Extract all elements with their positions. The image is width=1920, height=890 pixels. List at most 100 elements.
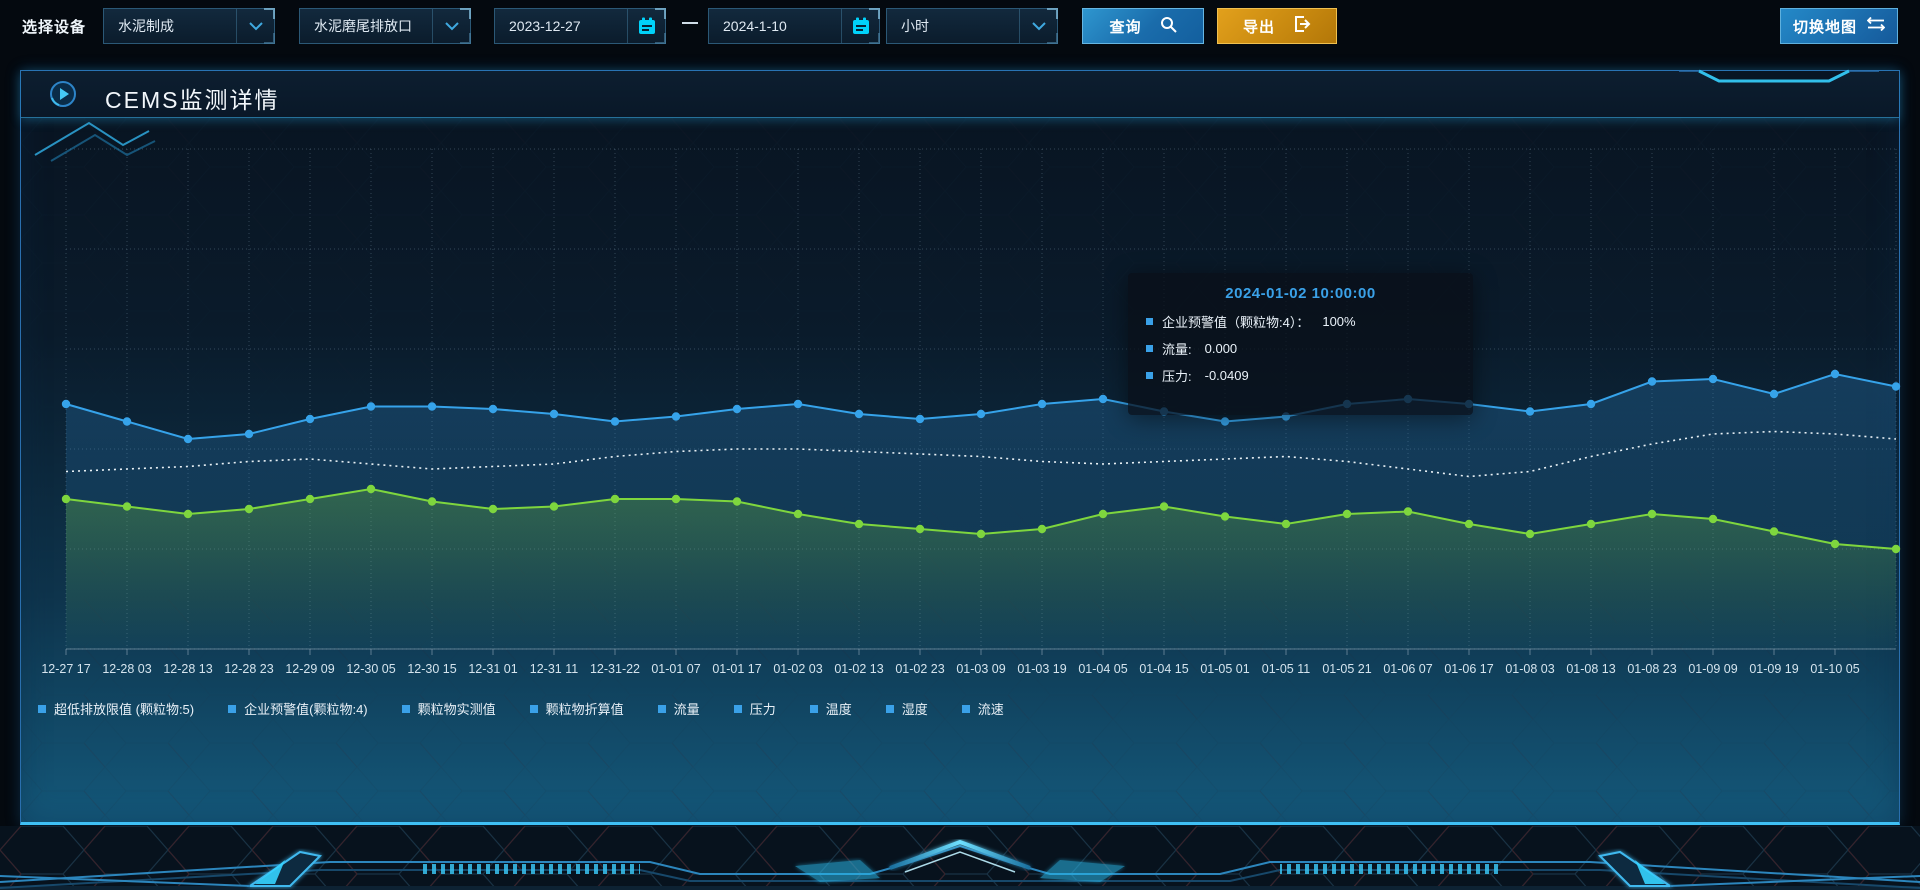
marker-blue-line	[1708, 374, 1718, 384]
x-axis-label: 01-04 05	[1078, 662, 1127, 676]
legend-item[interactable]: 压力	[733, 699, 776, 718]
cems-line-chart[interactable]: 12-27 17 12-28 03 12-28 13 12-28 23 12-29 09…	[41, 131, 1901, 691]
marker-green-line	[1708, 514, 1718, 524]
panel-header: CEMS监测详情	[21, 71, 1899, 118]
marker-blue-line	[1647, 377, 1657, 386]
end-date-input[interactable]: 2024-1-10	[708, 8, 880, 44]
tooltip-value: 0.000	[1204, 341, 1238, 356]
legend-marker-icon	[733, 704, 742, 713]
marker-green-line	[976, 529, 986, 539]
legend-item[interactable]: 颗粒物实测值	[401, 699, 496, 718]
start-date-input[interactable]: 2023-12-27	[494, 8, 666, 44]
header-chevron-decoration	[34, 121, 156, 162]
marker-green-line	[1830, 539, 1840, 549]
export-button-label: 导出	[1242, 18, 1275, 36]
x-axis-label: 01-01 17	[712, 662, 761, 676]
marker-blue-line	[976, 409, 986, 419]
interval-select-value: 小时	[901, 18, 929, 34]
legend-marker-icon	[529, 704, 538, 713]
marker-blue-line	[1586, 399, 1596, 409]
legend-marker-icon	[961, 704, 970, 713]
outlet-select[interactable]: 水泥磨尾排放口	[299, 8, 471, 44]
legend-marker-icon	[38, 704, 46, 713]
legend-marker-icon	[228, 704, 237, 713]
marker-blue-line	[305, 414, 315, 424]
marker-blue-line	[671, 412, 681, 421]
x-axis-label: 01-01 07	[651, 662, 700, 676]
chart-tooltip: 2024-01-02 10:00:00 企业预警值（颗粒物:4）： 100% 流量:…	[1128, 273, 1473, 415]
chevron-down-icon[interactable]	[236, 9, 274, 43]
x-axis-label: 01-02 13	[834, 662, 883, 676]
line-white-dashed-line	[65, 430, 1897, 478]
x-axis-label: 12-31 01	[468, 662, 517, 676]
query-button[interactable]: 查询	[1082, 8, 1204, 44]
legend-item[interactable]: 温度	[809, 699, 852, 718]
export-icon	[1293, 15, 1311, 37]
x-axis-label: 01-08 03	[1505, 662, 1554, 676]
marker-green-line	[1769, 527, 1779, 536]
legend-label: 颗粒物折算值	[545, 702, 624, 717]
legend-marker-icon	[809, 704, 818, 713]
calendar-icon[interactable]	[627, 9, 665, 43]
legend-item[interactable]: 企业预警值(颗粒物:4)	[228, 699, 368, 718]
calendar-icon[interactable]	[841, 9, 879, 43]
marker-blue-line	[732, 404, 742, 414]
x-axis-label: 01-09 19	[1749, 662, 1798, 676]
marker-green-line	[305, 494, 315, 504]
x-axis-label: 01-04 15	[1139, 662, 1188, 676]
device-select[interactable]: 水泥制成	[103, 8, 275, 44]
legend-label: 压力	[749, 702, 776, 717]
interval-select[interactable]: 小时	[886, 8, 1058, 44]
cems-detail-panel: CEMS监测详情 12-27 17 12-28 03 12-28 13 12-28 2…	[20, 69, 1901, 825]
legend-item[interactable]: 流速	[961, 699, 1004, 718]
marker-green-line	[610, 494, 620, 504]
legend-label: 超低排放限值 (颗粒物:5)	[54, 702, 195, 717]
marker-green-line	[183, 509, 193, 519]
marker-blue-line	[1769, 389, 1779, 399]
marker-green-line	[1159, 502, 1169, 511]
series-marker	[1146, 318, 1153, 325]
marker-green-line	[427, 497, 437, 506]
marker-blue-line	[1830, 369, 1840, 379]
outlet-select-value: 水泥磨尾排放口	[314, 18, 412, 34]
marker-green-line	[915, 524, 925, 534]
legend-label: 温度	[825, 702, 852, 717]
marker-green-line	[1220, 512, 1230, 521]
x-axis-label: 01-05 11	[1262, 662, 1310, 676]
legend-marker-icon	[657, 704, 666, 713]
x-axis-label: 12-31-22	[590, 662, 640, 676]
legend-label: 流速	[977, 702, 1004, 717]
date-range-separator	[682, 22, 698, 24]
marker-blue-line	[244, 429, 254, 439]
marker-green-line	[732, 497, 742, 506]
marker-green-line	[1098, 509, 1108, 519]
chevron-down-icon[interactable]	[1019, 9, 1057, 43]
x-axis-label: 12-29 09	[285, 662, 334, 676]
legend-item[interactable]: 颗粒物折算值	[529, 699, 624, 718]
marker-green-line	[61, 494, 71, 504]
export-button[interactable]: 导出	[1217, 8, 1337, 44]
legend-item[interactable]: 流量	[657, 699, 700, 718]
marker-blue-line	[610, 417, 620, 426]
panel-title: CEMS监测详情	[105, 87, 280, 113]
chart-legend: 超低排放限值 (颗粒物:5) 企业预警值(颗粒物:4) 颗粒物实测值 颗粒物折算值 流量…	[38, 699, 1004, 718]
marker-blue-line	[183, 434, 193, 444]
marker-blue-line	[915, 414, 925, 424]
marker-blue-line	[488, 404, 498, 414]
x-axis-label: 01-03 09	[956, 662, 1005, 676]
marker-green-line	[793, 509, 803, 519]
legend-item[interactable]: 湿度	[885, 699, 928, 718]
panel-corner-notch	[1679, 69, 1879, 83]
marker-green-line	[366, 484, 376, 494]
marker-green-line	[244, 504, 254, 514]
x-axis-label: 01-05 01	[1200, 662, 1249, 676]
chevron-down-icon[interactable]	[432, 9, 470, 43]
series-marker	[1146, 372, 1153, 379]
switch-map-button[interactable]: 切换地图	[1780, 8, 1898, 44]
legend-item[interactable]: 超低排放限值 (颗粒物:5)	[38, 699, 194, 718]
marker-blue-line	[1891, 382, 1901, 391]
tooltip-value: 100%	[1322, 314, 1356, 329]
marker-blue-line	[366, 402, 376, 411]
legend-label: 企业预警值(颗粒物:4)	[244, 702, 368, 717]
marker-blue-line	[549, 409, 559, 419]
